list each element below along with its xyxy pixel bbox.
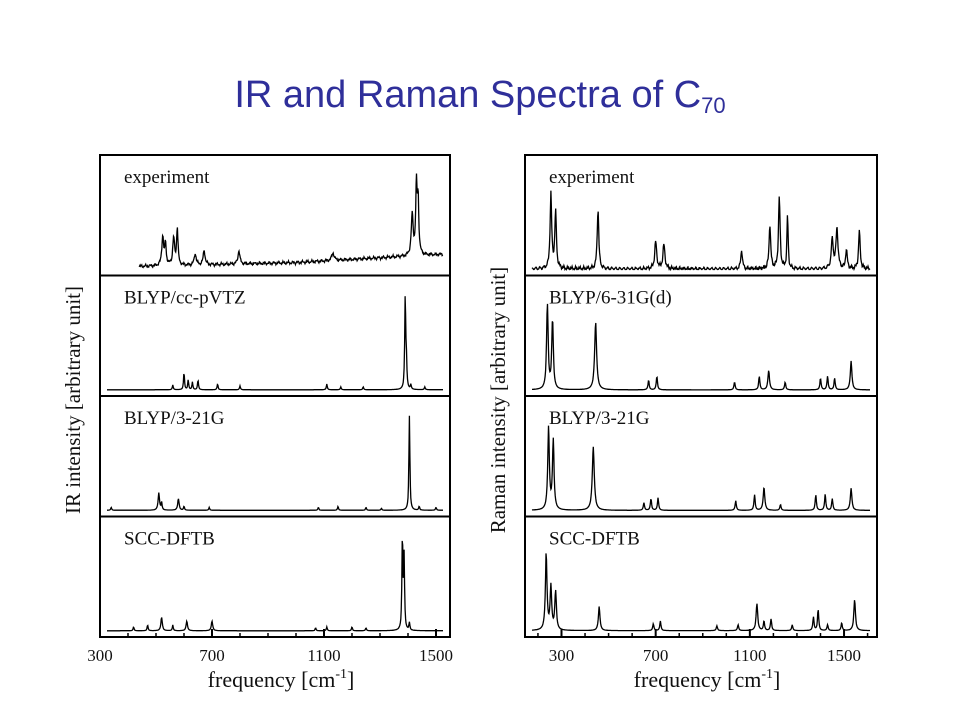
spectrum-line <box>531 190 871 272</box>
x-axis-label: frequency [cm-1] <box>634 667 781 692</box>
y-axis-label: Raman intensity [arbitrary unit] <box>486 267 510 534</box>
x-tick-label: 700 <box>643 646 669 665</box>
spectrum-line <box>138 173 444 269</box>
spectrum-line <box>107 415 443 511</box>
x-tick-label: 1100 <box>307 646 340 665</box>
x-tick-label: 1100 <box>733 646 766 665</box>
spectrum-line <box>107 296 443 391</box>
spectra-chart-raman: experiment BLYP/6-31G(d) BLYP/3-21G SCC-DFT… <box>486 154 878 692</box>
spectrum-line <box>531 425 870 511</box>
spectrum-line <box>532 553 870 632</box>
x-axis-label: frequency [cm-1] <box>208 667 355 692</box>
spectrum-line <box>532 303 870 391</box>
slide-title: IR and Raman Spectra of C70 <box>0 74 960 119</box>
slide-title-subscript: 70 <box>701 93 726 118</box>
panel-label: SCC-DFTB <box>549 529 640 550</box>
panel-label: experiment <box>124 167 210 188</box>
panel-label: BLYP/3-21G <box>549 408 650 429</box>
panel-label: SCC-DFTB <box>124 529 215 550</box>
y-axis-label: IR intensity [arbitrary unit] <box>61 286 85 514</box>
x-tick-label: 300 <box>87 646 113 665</box>
x-tick-label: 700 <box>199 646 225 665</box>
panel-label: experiment <box>549 167 635 188</box>
x-tick-label: 1500 <box>419 646 453 665</box>
panel-label: BLYP/3-21G <box>124 408 225 429</box>
spectra-chart-ir: experiment BLYP/cc-pVTZ BLYP/3-21G SCC-DFTB… <box>61 154 453 692</box>
panel-label: BLYP/cc-pVTZ <box>124 288 246 309</box>
x-tick-label: 1500 <box>827 646 861 665</box>
slide-title-text: IR and Raman Spectra of C <box>234 74 702 116</box>
panel-label: BLYP/6-31G(d) <box>549 288 672 309</box>
spectrum-line <box>107 540 443 632</box>
x-tick-label: 300 <box>549 646 575 665</box>
